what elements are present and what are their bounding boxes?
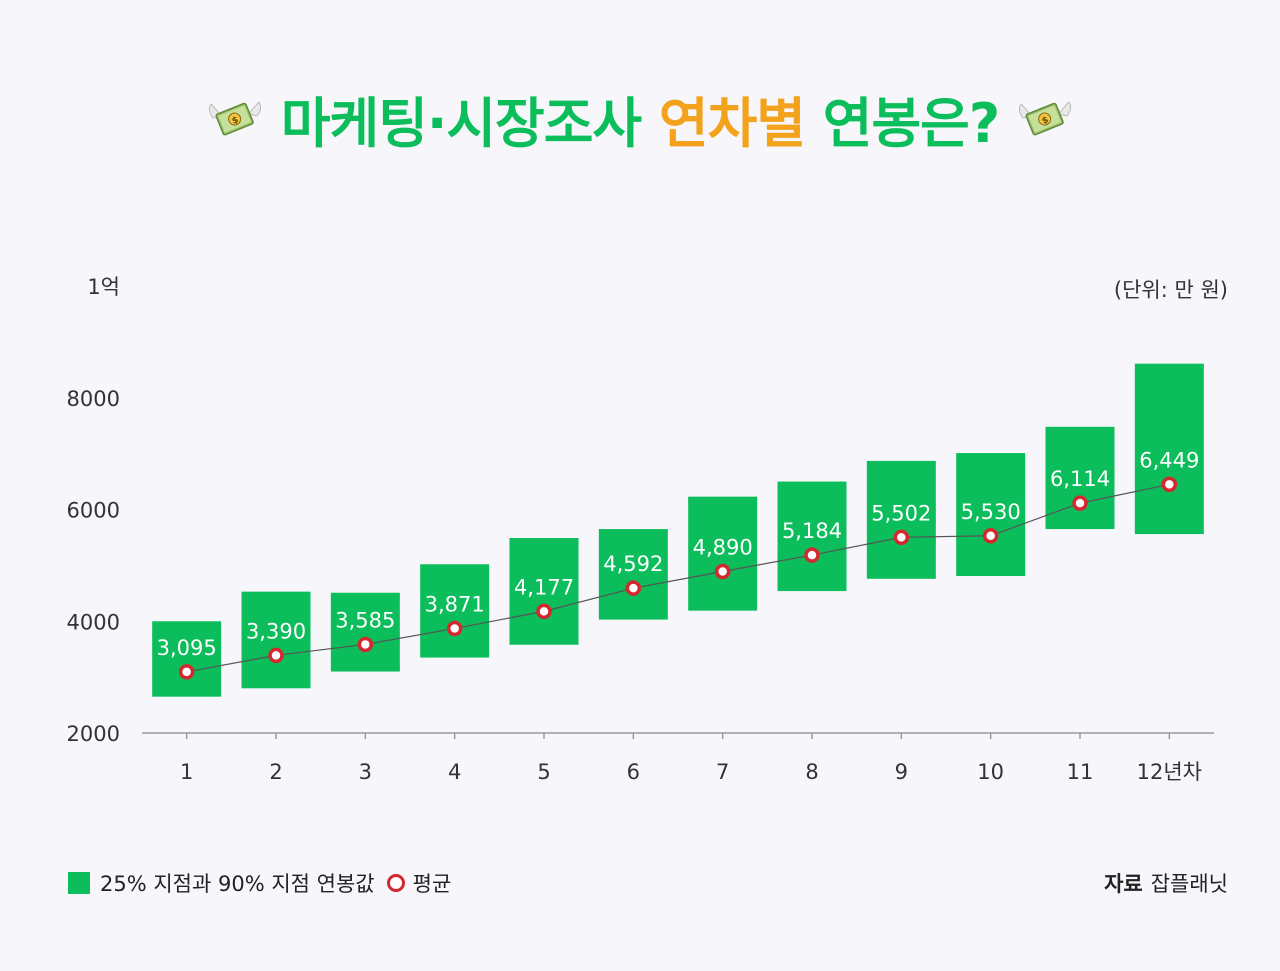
average-value-label: 3,871 bbox=[425, 592, 485, 616]
average-marker bbox=[1072, 495, 1088, 511]
range-bar bbox=[598, 529, 668, 620]
average-marker bbox=[536, 603, 552, 620]
y-tick-label: 6000 bbox=[67, 499, 120, 523]
average-value-label: 5,530 bbox=[961, 500, 1021, 524]
average-line bbox=[186, 483, 1170, 673]
average-value-label: 4,890 bbox=[693, 536, 753, 560]
range-bar bbox=[509, 537, 579, 645]
source-credit: 자료 잡플래닛 bbox=[1104, 868, 1228, 898]
y-tick-label: 8000 bbox=[67, 387, 120, 411]
range-bar bbox=[956, 453, 1026, 576]
x-tick-label: 9 bbox=[895, 760, 908, 784]
average-marker bbox=[804, 547, 820, 563]
flying-money-icon: $ bbox=[1019, 101, 1072, 136]
average-value-label: 3,095 bbox=[157, 636, 217, 660]
svg-text:$: $ bbox=[230, 115, 240, 127]
x-tick-label: 7 bbox=[716, 760, 729, 784]
average-value-label: 5,502 bbox=[871, 501, 931, 525]
y-tick-label: 4000 bbox=[67, 610, 120, 634]
average-marker bbox=[446, 620, 463, 637]
average-marker bbox=[982, 528, 999, 544]
legend-bar-swatch bbox=[68, 872, 90, 894]
range-bar bbox=[688, 496, 758, 611]
average-value-label: 6,449 bbox=[1139, 448, 1199, 472]
average-marker bbox=[625, 580, 642, 596]
range-bar bbox=[152, 621, 222, 697]
x-tick-label: 1 bbox=[180, 760, 193, 784]
range-bar bbox=[241, 591, 311, 689]
x-tick-label: 8 bbox=[805, 760, 818, 784]
range-bar bbox=[420, 564, 490, 658]
range-bar bbox=[777, 481, 847, 592]
x-tick-label: 5 bbox=[537, 760, 550, 784]
legend: 25% 지점과 90% 지점 연봉값 평균 bbox=[68, 868, 451, 898]
average-marker bbox=[893, 529, 910, 546]
svg-text:$: $ bbox=[1041, 115, 1051, 127]
legend-average-marker bbox=[386, 874, 405, 892]
source-label: 자료 bbox=[1104, 872, 1143, 896]
average-marker bbox=[178, 664, 195, 680]
range-bar bbox=[1134, 363, 1204, 535]
x-tick-label: 3 bbox=[359, 760, 372, 784]
average-value-label: 5,184 bbox=[782, 519, 842, 543]
x-tick-label: 12년차 bbox=[1137, 760, 1202, 784]
title-row: $ 마케팅·시장조사 연차별 연봉은? $ bbox=[0, 78, 1280, 158]
flying-money-icon: $ bbox=[208, 101, 261, 136]
average-marker bbox=[1161, 476, 1178, 493]
average-value-label: 3,390 bbox=[246, 619, 306, 643]
x-tick-label: 11 bbox=[1067, 760, 1094, 784]
average-marker bbox=[357, 636, 374, 653]
x-tick-label: 4 bbox=[448, 760, 461, 784]
range-bar bbox=[330, 592, 400, 672]
average-marker bbox=[714, 563, 731, 580]
x-tick-label: 6 bbox=[627, 760, 640, 784]
x-tick-label: 10 bbox=[977, 760, 1004, 784]
average-value-label: 4,592 bbox=[603, 552, 663, 576]
page-title: 마케팅·시장조사 연차별 연봉은? bbox=[280, 91, 1000, 155]
y-tick-label: 1억 bbox=[87, 275, 120, 299]
legend-average-label: 평균 bbox=[412, 872, 452, 896]
y-tick-label: 2000 bbox=[67, 722, 120, 746]
average-value-label: 3,585 bbox=[335, 608, 395, 632]
average-marker bbox=[268, 647, 284, 664]
average-value-label: 4,177 bbox=[514, 575, 574, 599]
unit-label: (단위: 만 원) bbox=[1113, 278, 1228, 302]
source-value: 잡플래닛 bbox=[1150, 872, 1228, 896]
legend-range-label: 25% 지점과 90% 지점 연봉값 bbox=[100, 872, 375, 896]
average-value-label: 6,114 bbox=[1050, 467, 1110, 491]
x-tick-label: 2 bbox=[269, 760, 282, 784]
range-bar bbox=[866, 460, 936, 579]
